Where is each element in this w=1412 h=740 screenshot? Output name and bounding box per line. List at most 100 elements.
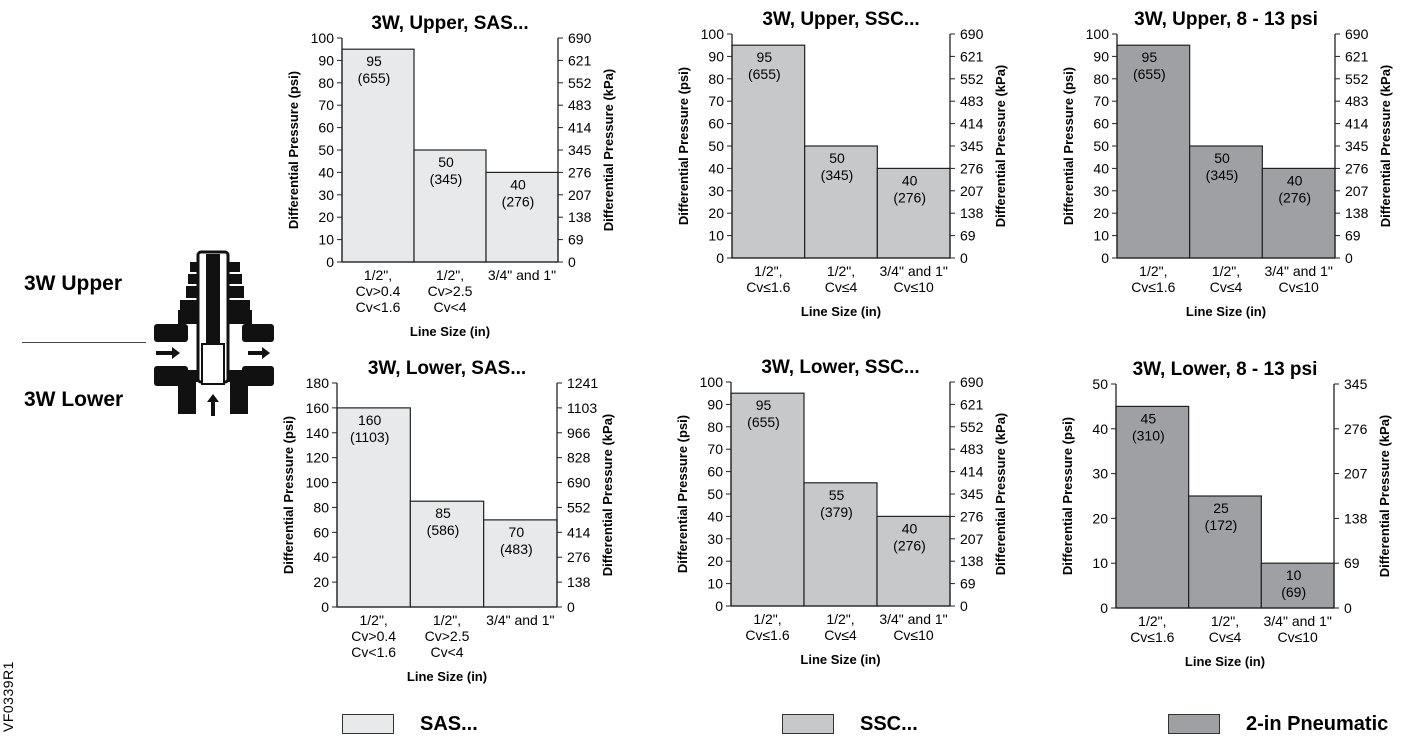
chart-1-xtick-label-1-line-2: Cv>0.4	[356, 283, 401, 299]
chart-6-ytick-label-left-0: 0	[1100, 600, 1108, 616]
chart-5-ytick-label-left-3: 30	[707, 531, 723, 547]
chart-3-ytick-label-right-1: 69	[1345, 228, 1361, 244]
chart-6-xtick-label-3-line-1: 3/4" and 1"	[1264, 613, 1332, 629]
chart-2-bar-2-label-1: 50	[829, 150, 845, 166]
chart-3-bar-2	[1189, 145, 1263, 259]
chart-4-ytick-label-left-4: 80	[313, 499, 329, 515]
chart-2-xtick-label-1-line-1: 1/2",	[754, 263, 782, 279]
chart-6-ytick-label-right-3: 207	[1344, 466, 1368, 482]
chart-6-bar-2	[1188, 495, 1262, 609]
chart-3-ytick-label-left-4: 40	[1093, 160, 1109, 176]
chart-4-ytick-label-left-7: 140	[306, 425, 330, 441]
chart-6-bar-2-label-2: (172)	[1205, 517, 1238, 533]
chart-5-ytick-label-right-8: 552	[960, 419, 984, 435]
chart-6-bar-3	[1260, 562, 1335, 609]
chart-1-ytick-label-right-9: 621	[568, 52, 592, 68]
chart-4-ytick-label-right-4: 552	[567, 499, 591, 515]
chart-1-ytick-label-right-3: 207	[568, 187, 592, 203]
chart-5-ytick-label-left-2: 20	[707, 553, 723, 569]
chart-5-ytick-label-left-6: 60	[707, 464, 723, 480]
chart-1-ytick-label-left-5: 50	[318, 142, 334, 158]
chart-3-ytick-label-right-6: 414	[1345, 116, 1369, 132]
chart-5-bar-1-label-1: 95	[756, 397, 772, 413]
chart-2-ytick-label-left-7: 70	[708, 93, 724, 109]
chart-1-ytick-label-left-2: 20	[318, 209, 334, 225]
chart-2-ytick-label-right-8: 552	[960, 71, 984, 87]
chart-1-ytick-label-left-8: 80	[318, 75, 334, 91]
chart-5-ytick-label-left-4: 40	[707, 508, 723, 524]
chart-6-xtick-label-1-line-1: 1/2",	[1138, 613, 1166, 629]
chart-4-ytick-label-right-0: 0	[567, 599, 575, 615]
chart-1-xtick-label-2-line-2: Cv>2.5	[428, 283, 473, 299]
chart-4-bar-2-label-2: (586)	[427, 522, 460, 538]
chart-2-ytick-label-right-10: 690	[960, 26, 984, 42]
chart-3-y-axis-title-left: Differential Pressure (psi)	[1061, 67, 1076, 225]
chart-1-ytick-label-right-1: 69	[568, 232, 584, 248]
chart-3-ytick-label-left-10: 100	[1086, 26, 1110, 42]
chart-5-ytick-label-right-1: 69	[960, 576, 976, 592]
chart-2-ytick-label-right-1: 69	[960, 228, 976, 244]
chart-1-xtick-label-3-line-1: 3/4" and 1"	[488, 267, 556, 283]
chart-5-ytick-label-right-3: 207	[960, 531, 984, 547]
legend-swatch-pneumatic	[1168, 714, 1220, 734]
chart-5-ytick-label-left-1: 10	[707, 576, 723, 592]
chart-4-xtick-label-2-line-1: 1/2",	[433, 612, 461, 628]
chart-3-x-axis-title: Line Size (in)	[1186, 304, 1266, 319]
chart-2-x-axis-title: Line Size (in)	[801, 304, 881, 319]
chart-2-bar-3-label-1: 40	[902, 172, 918, 188]
chart-5-x-axis-title: Line Size (in)	[800, 652, 880, 667]
chart-4-ytick-label-left-3: 60	[313, 524, 329, 540]
chart-5-ytick-label-right-2: 138	[960, 553, 984, 569]
chart-5-ytick-label-left-5: 50	[707, 486, 723, 502]
chart-1-y-axis-title-right: Differential Pressure (kPa)	[601, 69, 616, 232]
chart-1-xtick-label-2-line-3: Cv<4	[433, 299, 466, 315]
chart-5-ytick-label-right-6: 414	[960, 464, 984, 480]
chart-2-bar-1	[731, 44, 806, 259]
chart-1-ytick-label-right-4: 276	[568, 164, 592, 180]
chart-5-xtick-label-1-line-2: Cv≤1.6	[745, 627, 789, 643]
chart-2-ytick-label-left-10: 100	[701, 26, 725, 42]
chart-1-y-axis-title-left: Differential Pressure (psi)	[286, 71, 301, 229]
chart-4-xtick-label-2-line-2: Cv>2.5	[425, 628, 470, 644]
chart-1-xtick-label-1-line-1: 1/2",	[364, 267, 392, 283]
chart-6-ytick-label-left-4: 40	[1092, 421, 1108, 437]
lower-row-label: 3W Lower	[24, 388, 124, 411]
legend-swatch-sas	[342, 714, 394, 734]
chart-3-xtick-label-2-line-2: Cv≤4	[1210, 279, 1243, 295]
chart-2-ytick-label-left-1: 10	[708, 228, 724, 244]
upper-row-label: 3W Upper	[24, 272, 123, 295]
chart-2-ytick-label-right-2: 138	[960, 205, 984, 221]
chart-3-ytick-label-right-3: 207	[1345, 183, 1369, 199]
chart-6-ytick-label-left-2: 20	[1092, 510, 1108, 526]
chart-5-ytick-label-left-7: 70	[707, 441, 723, 457]
legend-label-ssc: SSC...	[860, 712, 918, 735]
chart-5-xtick-label-2-line-1: 1/2",	[826, 611, 854, 627]
chart-6-xtick-label-1-line-2: Cv≤1.6	[1130, 629, 1174, 645]
chart-2-xtick-label-3-line-1: 3/4" and 1"	[880, 263, 948, 279]
chart-1-ytick-label-right-7: 483	[568, 97, 592, 113]
chart-1-ytick-label-right-5: 345	[568, 142, 592, 158]
chart-5-ytick-label-right-5: 345	[960, 486, 984, 502]
chart-5-y-axis-title-right: Differential Pressure (kPa)	[993, 413, 1008, 576]
chart-5-ytick-label-right-9: 621	[960, 396, 984, 412]
legend-item-pneumatic: 2-in Pneumatic	[1168, 712, 1388, 736]
chart-3-xtick-label-3-line-1: 3/4" and 1"	[1265, 263, 1333, 279]
chart-2-ytick-label-left-9: 90	[708, 48, 724, 64]
chart-4-ytick-label-left-6: 120	[306, 450, 330, 466]
chart-3-ytick-label-right-10: 690	[1345, 26, 1369, 42]
chart-5-xtick-label-2-line-2: Cv≤4	[824, 627, 857, 643]
chart-5-bar-2	[803, 482, 878, 607]
chart-2-bar-3	[876, 167, 951, 259]
chart-6-x-axis-title: Line Size (in)	[1185, 654, 1265, 669]
chart-2-ytick-label-left-2: 20	[708, 205, 724, 221]
chart-2-title: 3W, Upper, SSC...	[762, 9, 919, 30]
chart-6-ytick-label-right-5: 345	[1344, 376, 1368, 392]
chart-5-bar-2-label-2: (379)	[820, 504, 853, 520]
chart-1-ytick-label-left-4: 40	[318, 164, 334, 180]
chart-6-xtick-label-3-line-2: Cv≤10	[1277, 629, 1318, 645]
chart-4-ytick-label-right-6: 828	[567, 450, 591, 466]
chart-6-ytick-label-right-0: 0	[1344, 600, 1352, 616]
chart-1-bar-1-label-2: (655)	[358, 70, 391, 86]
chart-2-ytick-label-right-0: 0	[960, 250, 968, 266]
chart-3-ytick-label-right-0: 0	[1345, 250, 1353, 266]
